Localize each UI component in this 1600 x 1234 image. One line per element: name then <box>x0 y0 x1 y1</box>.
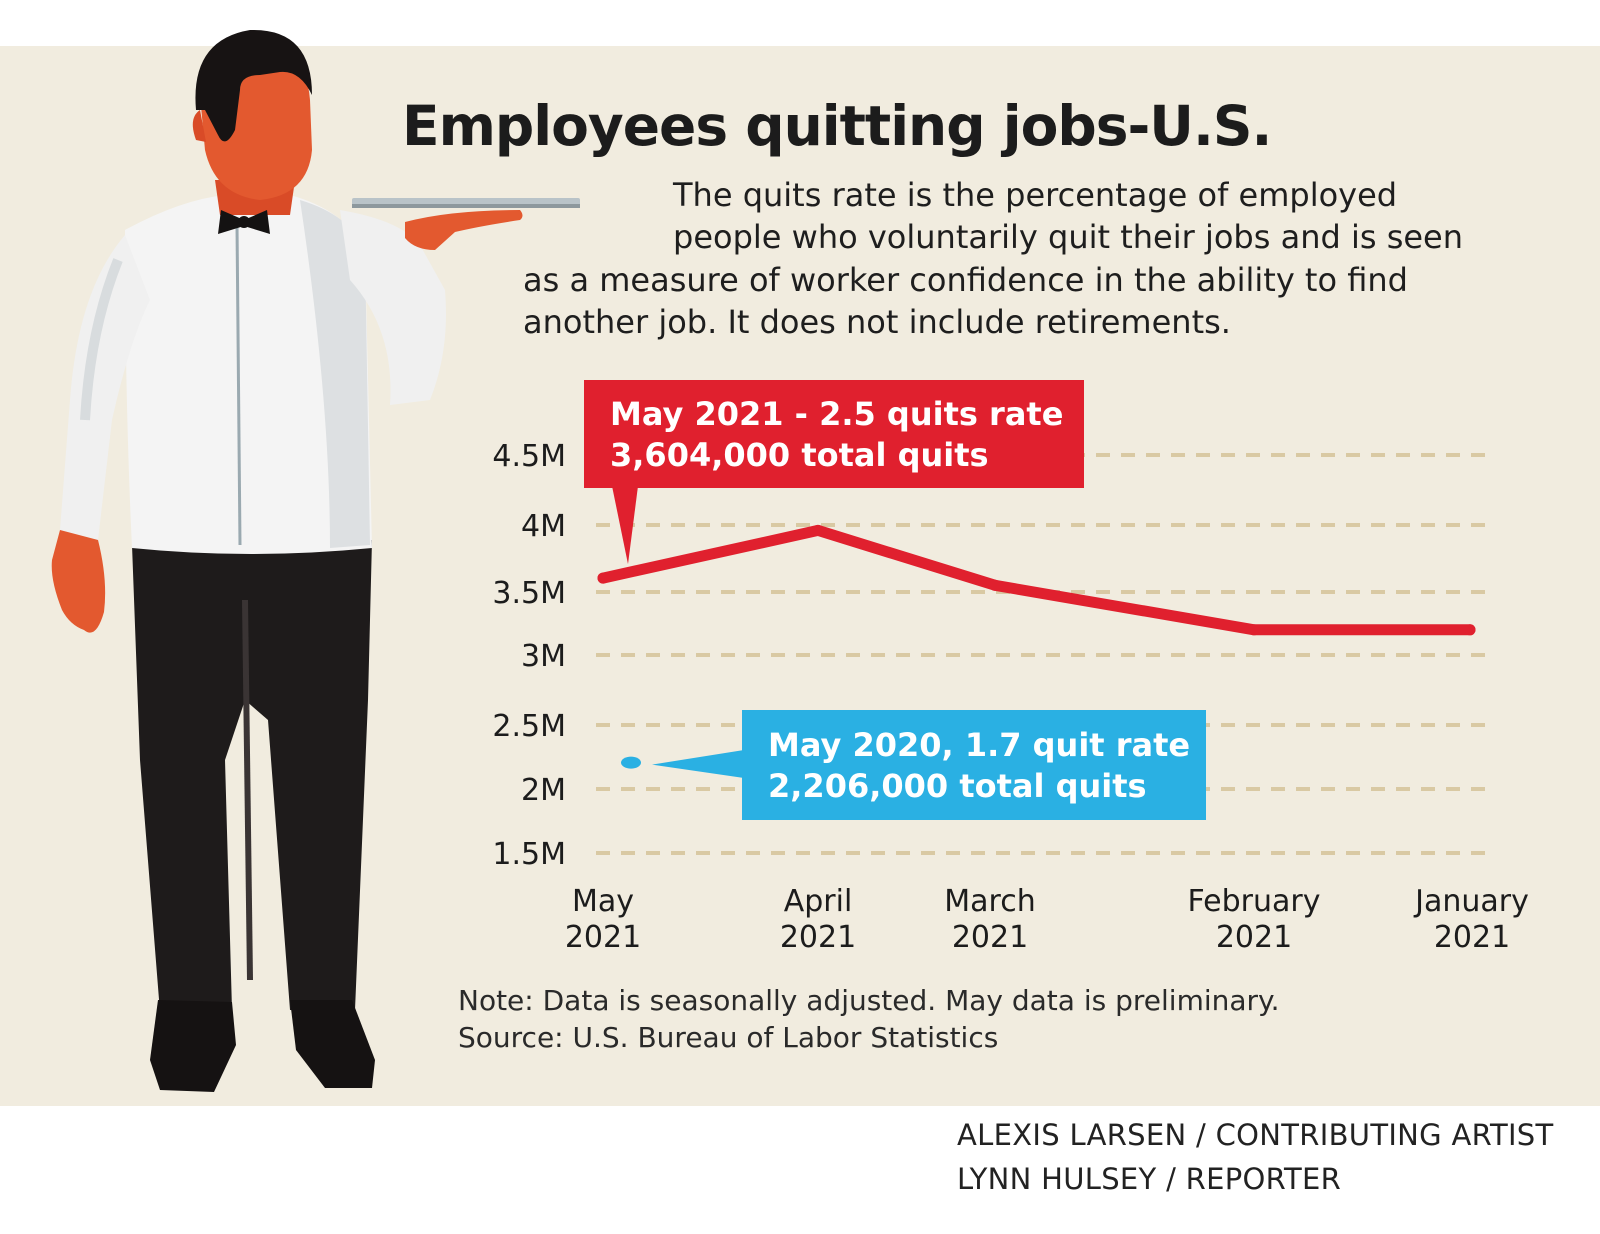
x-tick-label-month: March <box>944 884 1035 919</box>
callout-may-2021-box <box>584 380 1084 488</box>
source-text: Source: U.S. Bureau of Labor Statistics <box>458 1021 999 1054</box>
x-tick-label-month: February <box>1188 884 1321 919</box>
hair <box>195 29 312 142</box>
data-point <box>989 579 1001 591</box>
x-tick-label-month: May <box>572 884 634 919</box>
callout-may-2021-line2: 3,604,000 total quits <box>610 436 989 474</box>
description-line: The quits rate is the percentage of empl… <box>673 176 1398 214</box>
y-tick-label: 2M <box>521 773 566 808</box>
left-shoe <box>150 1000 236 1092</box>
shirt <box>125 195 372 554</box>
note-text: Note: Data is seasonally adjusted. May d… <box>458 984 1280 1017</box>
x-axis-ticks: May2021April2021March2021February2021Jan… <box>565 884 1529 955</box>
x-tick-label-year: 2021 <box>1216 920 1292 955</box>
y-tick-label: 3M <box>521 639 566 674</box>
description-line: another job. It does not include retirem… <box>523 303 1231 341</box>
data-point <box>1464 624 1476 636</box>
x-tick-label-year: 2021 <box>952 920 1028 955</box>
series <box>597 524 1476 769</box>
y-tick-label: 3.5M <box>492 576 566 611</box>
y-tick-label: 4M <box>521 509 566 544</box>
data-point <box>812 524 824 536</box>
callout-may-2021: May 2021 - 2.5 quits rate 3,604,000 tota… <box>584 380 1084 565</box>
y-tick-label: 2.5M <box>492 709 566 744</box>
ear <box>192 110 206 142</box>
series-line-quits <box>597 524 1476 636</box>
callout-may-2020-line1: May 2020, 1.7 quit rate <box>768 726 1190 764</box>
x-tick-label-year: 2021 <box>565 920 641 955</box>
right-hand <box>405 210 523 250</box>
x-tick-label-month: January <box>1413 884 1529 919</box>
description-line: as a measure of worker confidence in the… <box>523 261 1408 299</box>
description-line: people who voluntarily quit their jobs a… <box>673 218 1464 256</box>
artist-credit: ALEXIS LARSEN / CONTRIBUTING ARTIST <box>957 1118 1554 1152</box>
reporter-credit: LYNN HULSEY / REPORTER <box>957 1162 1342 1196</box>
data-point <box>597 572 609 584</box>
callout-may-2020-box <box>742 710 1206 820</box>
chart-title: Employees quitting jobs-U.S. <box>402 94 1272 158</box>
y-tick-label: 1.5M <box>492 837 566 872</box>
trousers <box>132 540 372 1012</box>
callout-may-2021-pointer <box>612 486 638 565</box>
callout-may-2021-line1: May 2021 - 2.5 quits rate <box>610 395 1063 433</box>
data-point <box>1248 624 1260 636</box>
right-shoe <box>290 1000 375 1088</box>
waiter-illustration <box>51 29 580 1092</box>
x-tick-label-month: April <box>784 884 853 919</box>
y-tick-label: 4.5M <box>492 439 566 474</box>
callout-may-2020-line2: 2,206,000 total quits <box>768 767 1147 805</box>
x-tick-label-year: 2021 <box>1434 920 1510 955</box>
left-sleeve <box>60 235 150 540</box>
callout-may-2020: May 2020, 1.7 quit rate 2,206,000 total … <box>652 710 1206 820</box>
x-tick-label-year: 2021 <box>780 920 856 955</box>
comparison-point-may-2020 <box>621 756 641 769</box>
y-axis-ticks: 4.5M 4M 3.5M 3M 2.5M 2M 1.5M <box>492 439 566 872</box>
right-sleeve <box>340 210 446 405</box>
left-hand <box>51 530 106 633</box>
callout-may-2020-pointer <box>652 750 744 778</box>
